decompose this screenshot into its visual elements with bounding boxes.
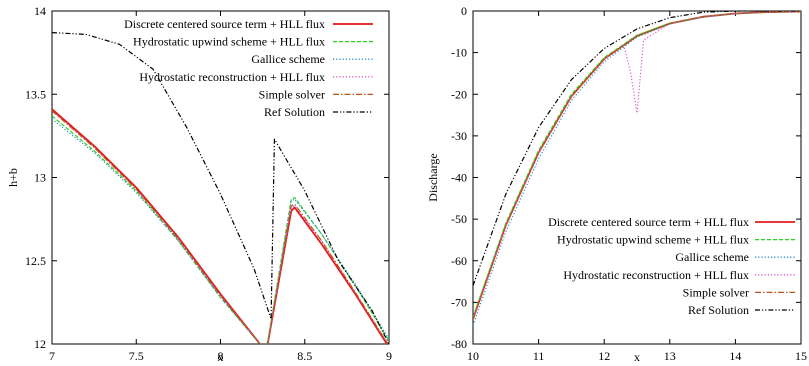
x-tick-label: 8 — [218, 349, 224, 363]
y-axis-label: h+b — [6, 168, 20, 187]
y-tick-label: 14 — [34, 4, 46, 18]
legend-label: Simple solver — [683, 285, 749, 299]
y-tick-label: 12 — [34, 337, 46, 351]
series-line-4 — [52, 110, 389, 344]
y-tick-label: -80 — [451, 337, 467, 351]
x-tick-label: 15 — [795, 349, 807, 363]
y-tick-label: -60 — [451, 254, 467, 268]
right-chart-panel: 10 11 12 13 14 15 -80 -70 -60 -50 -40 -30 -20 -10 0 x Di… — [426, 4, 807, 364]
y-axis-label: Discharge — [426, 153, 440, 201]
x-tick-label: 8.5 — [297, 349, 312, 363]
left-chart-panel: 7 7.5 8 8.5 9 12 12.5 13 13.5 14 x h+b Discrete cent… — [6, 4, 392, 364]
series-line-6 — [52, 32, 389, 344]
y-tick-label: 13 — [34, 171, 46, 185]
x-tick-label: 13 — [664, 349, 676, 363]
y-tick-label: -10 — [451, 46, 467, 60]
series-line-2 — [52, 115, 389, 344]
x-tick-label: 9 — [386, 349, 392, 363]
y-tick-label: 0 — [461, 4, 467, 18]
x-axis-label: x — [634, 350, 640, 364]
series-group — [52, 32, 389, 344]
x-tick-label: 10 — [467, 349, 479, 363]
x-tick-label: 7 — [49, 349, 55, 363]
series-line-1 — [52, 108, 388, 344]
legend: Discrete centered source term + HLL flux… — [124, 17, 373, 119]
series-group — [473, 11, 801, 326]
y-tick-label: 12.5 — [25, 254, 46, 268]
y-tick-label: -40 — [451, 171, 467, 185]
y-tick-label: -50 — [451, 212, 467, 226]
legend-label: Discrete centered source term + HLL flux — [124, 17, 325, 31]
legend-label: Discrete centered source term + HLL flux — [548, 215, 749, 229]
legend-label: Hydrostatic reconstruction + HLL flux — [139, 70, 325, 84]
x-tick-label: 7.5 — [129, 349, 144, 363]
legend-label: Ref Solution — [688, 303, 749, 317]
y-tick-label: 13.5 — [25, 87, 46, 101]
legend: Discrete centered source term + HLL flux… — [548, 215, 795, 317]
legend-label: Hydrostatic reconstruction + HLL flux — [563, 268, 749, 282]
x-tick-label: 11 — [533, 349, 545, 363]
plot-frame — [472, 10, 802, 345]
y-tick-label: -20 — [451, 87, 467, 101]
legend-label: Ref Solution — [264, 105, 325, 119]
legend-label: Simple solver — [259, 87, 325, 101]
x-tick-label: 14 — [729, 349, 741, 363]
y-tick-label: -30 — [451, 129, 467, 143]
series-line-5 — [52, 110, 389, 344]
y-tick-label: -70 — [451, 295, 467, 309]
x-axis-label: x — [218, 350, 224, 364]
legend-label: Gallice scheme — [251, 52, 325, 66]
legend-label: Gallice scheme — [675, 250, 749, 264]
legend-label: Hydrostatic upwind scheme + HLL flux — [133, 35, 325, 49]
x-tick-label: 12 — [598, 349, 610, 363]
series-line-6 — [473, 11, 801, 286]
legend-label: Hydrostatic upwind scheme + HLL flux — [557, 233, 749, 247]
series-line-5 — [473, 11, 801, 320]
